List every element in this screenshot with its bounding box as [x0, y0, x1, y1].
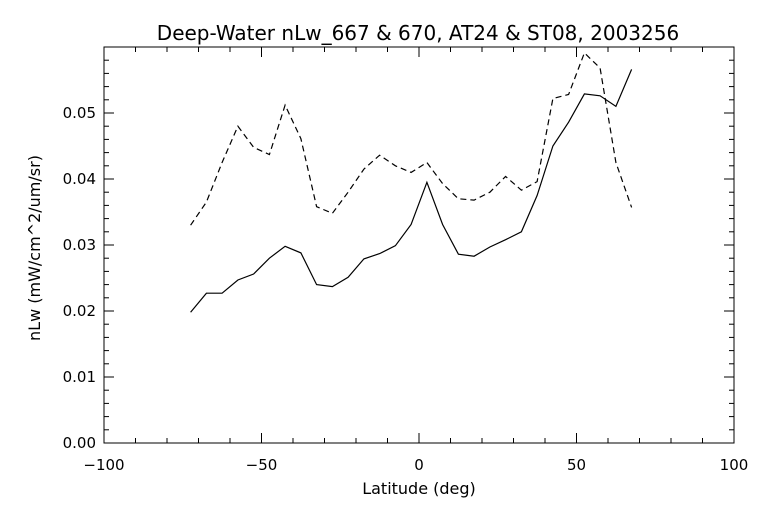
y-tick-label: 0.01	[63, 368, 96, 386]
y-tick-label: 0.03	[63, 236, 96, 254]
dashed-series-line	[190, 51, 633, 226]
y-tick-label: 0.02	[63, 302, 96, 320]
x-axis-label: Latitude (deg)	[362, 479, 476, 498]
y-tick-label: 0.00	[63, 434, 96, 452]
x-tick-label: −100	[83, 456, 124, 474]
x-axis: −100 −50 0 50 100	[83, 47, 748, 474]
x-tick-label: 100	[720, 456, 749, 474]
series-layer	[190, 51, 633, 313]
solid-series-line	[190, 69, 633, 313]
y-tick-label: 0.04	[63, 170, 96, 188]
y-axis: 0.00 0.01 0.02 0.03 0.04 0.05	[63, 46, 734, 452]
x-tick-label: −50	[246, 456, 278, 474]
y-tick-label: 0.05	[63, 104, 96, 122]
chart-title: Deep-Water nLw_667 & 670, AT24 & ST08, 2…	[157, 21, 679, 45]
x-tick-label: 0	[414, 456, 424, 474]
plot-area-frame	[103, 46, 735, 444]
y-axis-label: nLw (mW/cm^2/um/sr)	[25, 155, 44, 341]
x-tick-label: 50	[567, 456, 586, 474]
